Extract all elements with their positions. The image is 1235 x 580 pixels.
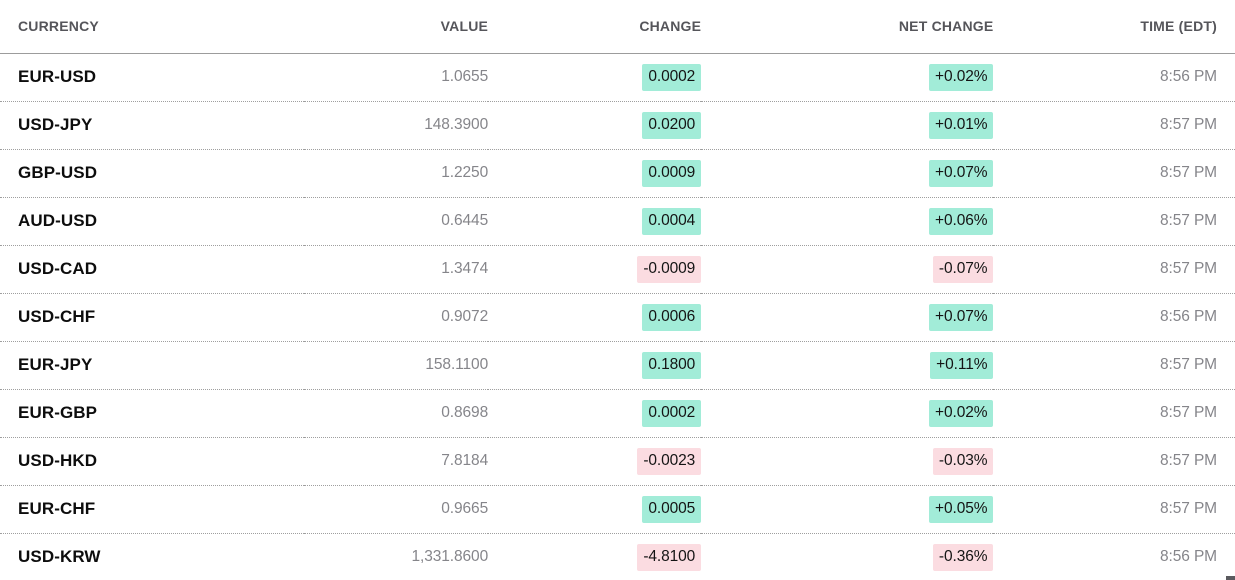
net-change-badge: -0.07%	[932, 255, 994, 283]
table-row: EUR-GBP 0.8698 0.0002 +0.02% 8:57 PM	[0, 389, 1235, 438]
table-row: EUR-JPY 158.1100 0.1800 +0.11% 8:57 PM	[0, 341, 1235, 390]
net-change-badge: +0.01%	[929, 111, 994, 139]
currency-pair-link[interactable]: EUR-USD	[0, 53, 305, 102]
net-change-badge: -0.03%	[932, 447, 994, 475]
currency-pair-link[interactable]: USD-KRW	[0, 533, 305, 580]
table-row: EUR-USD 1.0655 0.0002 +0.02% 8:56 PM	[0, 53, 1235, 102]
net-change-cell: +0.11%	[701, 341, 994, 390]
value-cell: 0.6445	[304, 197, 488, 246]
time-cell: 8:56 PM	[993, 53, 1235, 102]
net-change-badge: +0.02%	[929, 63, 994, 91]
change-badge: 0.0009	[642, 159, 702, 187]
column-header-change: CHANGE	[488, 0, 702, 54]
net-change-badge: +0.06%	[929, 207, 994, 235]
change-cell: -4.8100	[488, 533, 702, 580]
currency-pair-link[interactable]: EUR-CHF	[0, 485, 305, 534]
value-cell: 1.0655	[304, 53, 488, 102]
net-change-badge: +0.05%	[929, 495, 994, 523]
time-cell: 8:57 PM	[993, 341, 1235, 390]
currency-pair-link[interactable]: EUR-JPY	[0, 341, 305, 390]
time-cell: 8:57 PM	[993, 485, 1235, 534]
change-badge: 0.0002	[642, 399, 702, 427]
change-cell: 0.0004	[488, 197, 702, 246]
value-cell: 158.1100	[304, 341, 488, 390]
change-badge: 0.0002	[642, 63, 702, 91]
net-change-cell: -0.36%	[701, 533, 994, 580]
table-row: USD-HKD 7.8184 -0.0023 -0.03% 8:57 PM	[0, 437, 1235, 486]
time-cell: 8:57 PM	[993, 149, 1235, 198]
value-cell: 1.2250	[304, 149, 488, 198]
currency-pair-link[interactable]: GBP-USD	[0, 149, 305, 198]
net-change-cell: +0.01%	[701, 101, 994, 150]
time-cell: 8:56 PM	[993, 533, 1235, 580]
table-row: GBP-USD 1.2250 0.0009 +0.07% 8:57 PM	[0, 149, 1235, 198]
value-cell: 0.9072	[304, 293, 488, 342]
time-cell: 8:57 PM	[993, 437, 1235, 486]
change-badge: -0.0023	[637, 447, 702, 475]
column-header-currency: CURRENCY	[0, 0, 305, 54]
time-cell: 8:57 PM	[993, 101, 1235, 150]
table-row: USD-JPY 148.3900 0.0200 +0.01% 8:57 PM	[0, 101, 1235, 150]
table-row: USD-CAD 1.3474 -0.0009 -0.07% 8:57 PM	[0, 245, 1235, 294]
net-change-cell: -0.03%	[701, 437, 994, 486]
net-change-cell: +0.06%	[701, 197, 994, 246]
table-row: EUR-CHF 0.9665 0.0005 +0.05% 8:57 PM	[0, 485, 1235, 534]
change-cell: -0.0023	[488, 437, 702, 486]
value-cell: 0.9665	[304, 485, 488, 534]
column-header-net-change: NET CHANGE	[701, 0, 994, 54]
table-row: AUD-USD 0.6445 0.0004 +0.06% 8:57 PM	[0, 197, 1235, 246]
net-change-badge: -0.36%	[932, 543, 994, 571]
change-cell: 0.0006	[488, 293, 702, 342]
time-cell: 8:57 PM	[993, 245, 1235, 294]
change-badge: 0.0200	[642, 111, 702, 139]
net-change-cell: +0.05%	[701, 485, 994, 534]
value-cell: 0.8698	[304, 389, 488, 438]
currency-pair-link[interactable]: AUD-USD	[0, 197, 305, 246]
change-badge: -0.0009	[637, 255, 702, 283]
change-cell: 0.0002	[488, 53, 702, 102]
change-badge: 0.0004	[642, 207, 702, 235]
currency-pair-link[interactable]: EUR-GBP	[0, 389, 305, 438]
change-badge: 0.1800	[642, 351, 702, 379]
change-cell: 0.0005	[488, 485, 702, 534]
change-cell: 0.0009	[488, 149, 702, 198]
table-row: USD-CHF 0.9072 0.0006 +0.07% 8:56 PM	[0, 293, 1235, 342]
net-change-cell: +0.07%	[701, 293, 994, 342]
currency-pair-link[interactable]: USD-JPY	[0, 101, 305, 150]
currency-pair-link[interactable]: USD-HKD	[0, 437, 305, 486]
time-cell: 8:57 PM	[993, 197, 1235, 246]
time-cell: 8:57 PM	[993, 389, 1235, 438]
column-header-value: VALUE	[304, 0, 489, 54]
net-change-badge: +0.11%	[930, 351, 994, 379]
value-cell: 7.8184	[304, 437, 488, 486]
net-change-cell: +0.02%	[701, 389, 994, 438]
table-row: USD-KRW 1,331.8600 -4.8100 -0.36% 8:56 PM	[0, 533, 1235, 580]
table-header-row: CURRENCY VALUE CHANGE NET CHANGE TIME (E…	[0, 0, 1235, 54]
change-cell: 0.0200	[488, 101, 702, 150]
net-change-badge: +0.07%	[929, 159, 994, 187]
change-badge: 0.0005	[642, 495, 702, 523]
change-cell: 0.0002	[488, 389, 702, 438]
value-cell: 1,331.8600	[304, 533, 488, 580]
value-cell: 1.3474	[304, 245, 488, 294]
change-badge: 0.0006	[642, 303, 702, 331]
net-change-badge: +0.07%	[929, 303, 994, 331]
net-change-cell: +0.07%	[701, 149, 994, 198]
currency-pair-link[interactable]: USD-CAD	[0, 245, 305, 294]
net-change-cell: +0.02%	[701, 53, 994, 102]
scrollbar-corner	[1226, 576, 1235, 580]
column-header-time: TIME (EDT)	[993, 0, 1235, 54]
time-cell: 8:56 PM	[993, 293, 1235, 342]
net-change-cell: -0.07%	[701, 245, 994, 294]
net-change-badge: +0.02%	[929, 399, 994, 427]
change-badge: -4.8100	[637, 543, 702, 571]
change-cell: 0.1800	[488, 341, 702, 390]
change-cell: -0.0009	[488, 245, 702, 294]
value-cell: 148.3900	[304, 101, 488, 150]
currency-pair-link[interactable]: USD-CHF	[0, 293, 305, 342]
